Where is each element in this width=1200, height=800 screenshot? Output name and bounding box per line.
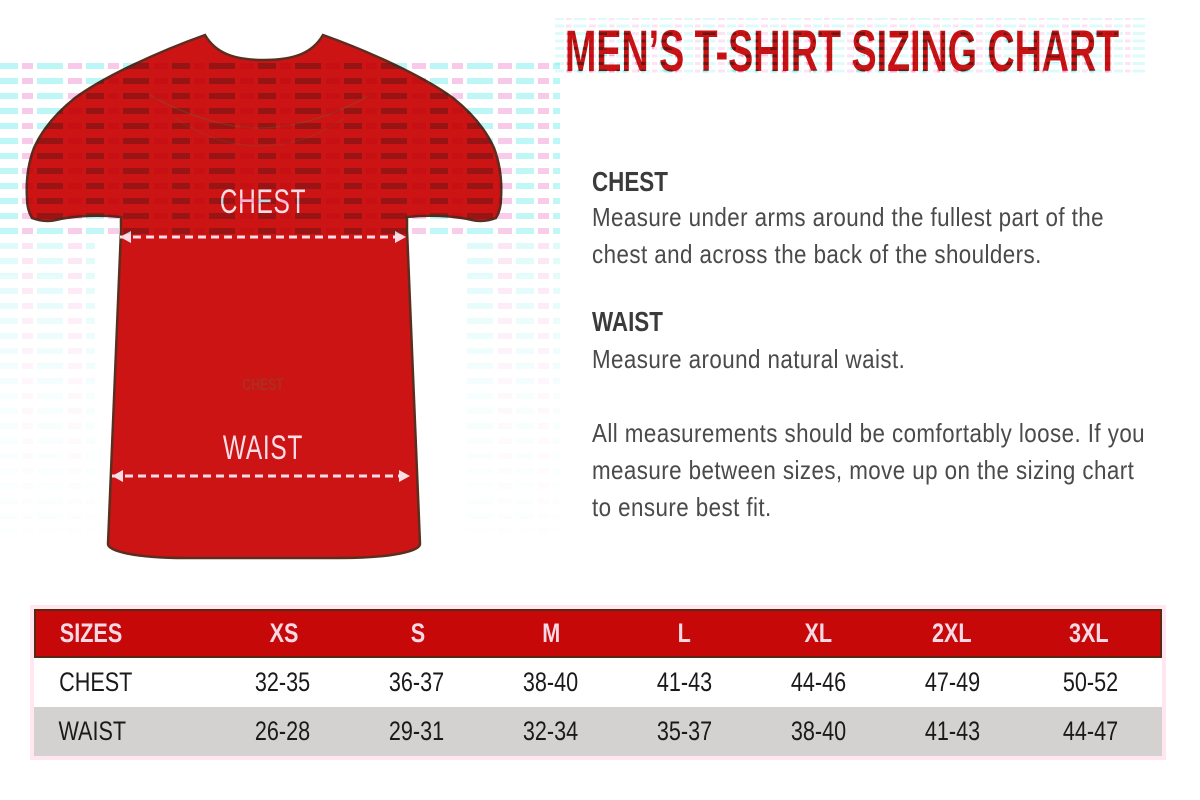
svg-text:WAIST: WAIST (223, 429, 303, 467)
svg-text:CHEST: CHEST (220, 183, 307, 221)
svg-text:CHEST: CHEST (242, 376, 283, 394)
